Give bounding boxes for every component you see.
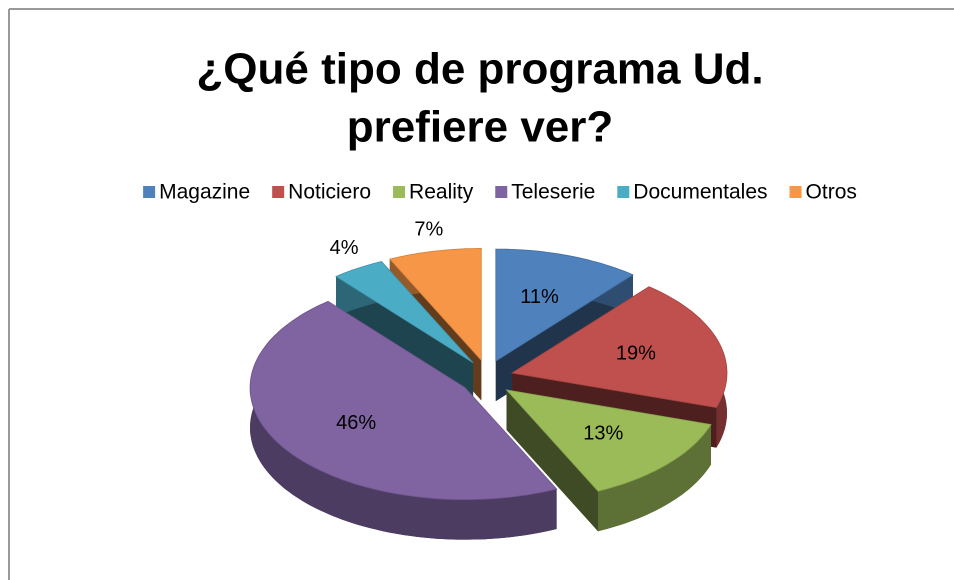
data-label: 4% (330, 237, 359, 259)
slice-side (598, 424, 711, 532)
slice-top (389, 247, 482, 362)
legend-label: Noticiero (288, 181, 371, 204)
slice-side (250, 301, 557, 540)
pie-slice (249, 300, 558, 540)
legend-label: Magazine (159, 181, 250, 204)
slice-top (249, 300, 558, 501)
data-label: 46% (336, 412, 376, 434)
slice-top (495, 248, 634, 362)
data-label: 11% (520, 286, 559, 308)
legend-label: Reality (409, 181, 474, 204)
legend-swatch (143, 186, 156, 198)
slice-top (510, 286, 728, 409)
slice-top (505, 389, 712, 492)
slice-wall (506, 389, 598, 532)
legend-swatch (789, 186, 802, 198)
data-label: 13% (583, 423, 623, 445)
data-label: 19% (616, 343, 656, 365)
legend-swatch (495, 186, 508, 198)
data-label: 7% (414, 218, 443, 240)
chart-title: ¿Qué tipo de programa Ud. (196, 45, 763, 94)
legend-label: Teleserie (511, 181, 595, 204)
legend-swatch (272, 186, 285, 198)
pie-slice (505, 389, 712, 532)
legend-label: Otros (806, 181, 857, 204)
legend-swatch (393, 186, 406, 198)
legend-swatch (617, 186, 630, 198)
chart-title: prefiere ver? (347, 103, 614, 152)
legend-label: Documentales (633, 181, 767, 204)
slice-top (335, 261, 474, 364)
